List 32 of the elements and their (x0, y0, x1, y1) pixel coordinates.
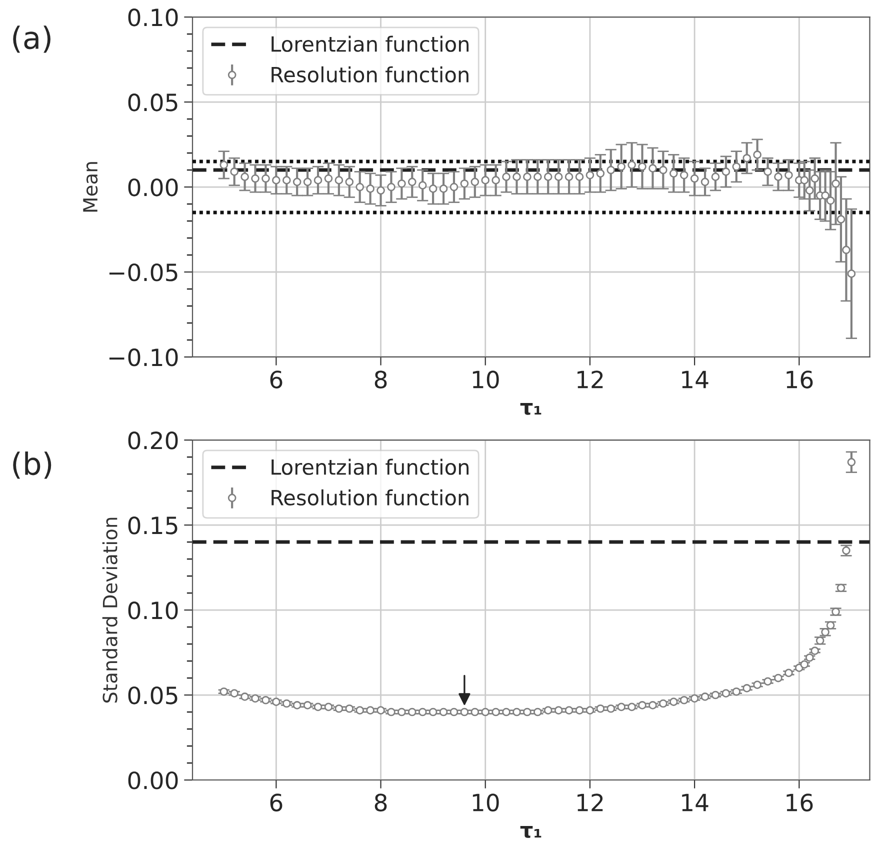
y-tick-label: 0.05 (128, 686, 178, 704)
y-tick-label: 0.10 (128, 8, 178, 26)
legend-label: Resolution function (272, 489, 468, 506)
x-tick-label: 12 (578, 794, 603, 812)
x-tick-label: 16 (786, 794, 813, 812)
x-tick-label: 14 (682, 370, 708, 388)
x-tick-label: 12 (578, 370, 603, 388)
text: (b) (13, 452, 52, 479)
y-tick-label: 0.00 (128, 178, 178, 196)
legend-label: Resolution function (272, 66, 468, 82)
x-tick-label: 14 (682, 794, 708, 812)
text: (a) (13, 26, 50, 53)
legend-label: Lorentzian function (272, 36, 469, 52)
y-axis-title: Mean (83, 162, 98, 212)
y-tick-label: 0.10 (128, 601, 178, 620)
y-tick-label: −0.10 (109, 348, 178, 366)
y-axis-title: Standard Deviation (102, 518, 118, 703)
x-tick-label: 6 (270, 794, 282, 812)
x-tick-label: 10 (472, 370, 499, 388)
x-tick-label: 6 (270, 370, 282, 388)
legend-label: Lorentzian function (272, 458, 469, 475)
x-tick-label: 10 (472, 794, 499, 812)
y-tick-label: 0.05 (128, 93, 178, 112)
y-tick-label: −0.05 (109, 263, 178, 282)
x-tick-label: 16 (786, 370, 813, 388)
x-tick-label: 8 (374, 370, 387, 388)
x-axis-title: τ₁ (520, 826, 542, 838)
y-tick-label: 0.15 (128, 516, 178, 534)
x-tick-label: 8 (374, 794, 387, 812)
x-axis-title: τ₁ (520, 403, 542, 415)
y-tick-label: 0.00 (128, 771, 178, 790)
y-tick-label: 0.20 (128, 432, 178, 450)
